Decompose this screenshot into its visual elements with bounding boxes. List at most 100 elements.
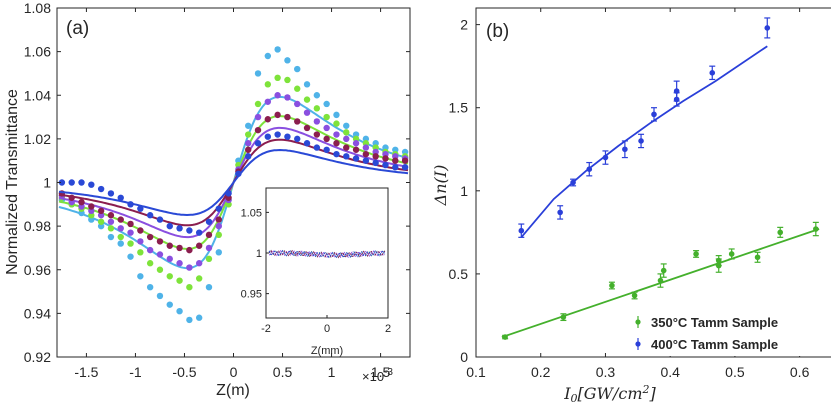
inset-ytick-label: 1.05	[241, 207, 262, 219]
curve-blue-point	[333, 150, 340, 158]
panel-b-ticks: 0.1 0.2 0.3 0.4 0.5 0.6 0 0.5 1 1.5 2	[449, 8, 810, 380]
curve-maroon-point	[274, 111, 281, 119]
curve-light-blue-point	[294, 65, 301, 73]
curve-purple-point	[117, 225, 124, 232]
legend-label-350: 350°C Tamm Sample	[651, 315, 778, 330]
curve-maroon-point	[88, 203, 95, 210]
panel-b-series	[501, 17, 820, 340]
curve-blue-point	[274, 131, 281, 138]
curve-blue-fit-line	[58, 148, 409, 217]
panel-a-ytick-label: 1.08	[24, 0, 51, 16]
curve-purple-point	[352, 140, 360, 147]
curve-blue-point	[294, 135, 301, 143]
curve-purple-point	[362, 144, 370, 151]
series-350-point	[560, 314, 567, 320]
series-400-point	[518, 227, 525, 234]
curve-purple-point	[323, 124, 330, 132]
series-350-point	[609, 282, 615, 289]
series-400-point	[570, 179, 576, 186]
series-350-point	[777, 229, 784, 236]
curve-blue-point	[97, 185, 105, 193]
panel-a-xtick-label: 0	[230, 364, 238, 380]
curve-purple-point	[107, 218, 115, 225]
series-400-point	[709, 70, 716, 76]
curve-light-blue-point	[127, 253, 134, 260]
curve-maroon-point	[401, 157, 409, 164]
panel-a-label: (a)	[66, 18, 89, 39]
curve-blue-point	[117, 194, 124, 201]
curve-purple-point	[176, 260, 183, 267]
series-350-point	[631, 292, 638, 299]
series-400-point	[586, 166, 593, 173]
curve-maroon-point	[166, 242, 173, 249]
curve-light-blue-point	[156, 292, 164, 300]
curve-maroon-point	[215, 216, 222, 223]
curve-blue-point	[156, 216, 164, 223]
curve-blue-point	[254, 140, 262, 147]
curve-green-point	[294, 85, 301, 92]
curve-green-point	[117, 233, 124, 241]
curve-blue-point	[215, 205, 222, 212]
curve-green-point	[313, 105, 321, 112]
panel-a-ytick-label: 0.92	[24, 349, 51, 365]
panel-a-ticks: -1.5 -1 -0.5 0 0.5 1 1.5 0.92 0.94 0.96 0.98 1 1.02 1…	[24, 0, 410, 380]
curve-green-point	[215, 231, 222, 239]
curve-blue-point	[186, 227, 193, 234]
panel-a-ylabel: Normalized Transmittance	[4, 89, 21, 275]
curve-maroon-point	[107, 212, 115, 219]
inset-trace	[268, 249, 386, 259]
curve-green-point	[245, 131, 252, 138]
curve-maroon-point	[146, 233, 154, 241]
series-350-point	[693, 251, 699, 257]
curve-purple-point	[333, 131, 340, 138]
curve-green-point	[146, 260, 154, 267]
inset-xtick-label: 0	[324, 323, 330, 335]
curve-purple-point	[215, 222, 222, 230]
panel-b-xtick-label: 0.2	[531, 364, 551, 380]
inset-trace-line	[268, 249, 386, 259]
series-400-point	[638, 138, 644, 144]
panel-b-legend: 350°C Tamm Sample 400°C Tamm Sample	[626, 311, 831, 356]
curve-blue-point	[107, 190, 115, 197]
curve-blue-point	[137, 205, 144, 212]
panel-b-xtick-label: 0.1	[466, 364, 486, 380]
panel-a-ytick-label: 1	[43, 175, 51, 191]
curve-light-blue-point	[195, 314, 203, 321]
curve-purple-point	[166, 255, 173, 263]
panel-a-ytick-label: 0.94	[24, 305, 51, 321]
series-350-point	[502, 334, 508, 340]
curve-light-blue-point	[107, 233, 115, 241]
panel-a: -1.5 -1 -0.5 0 0.5 1 1.5 0.92 0.94 0.96 0.98 1 1.02 1…	[4, 0, 411, 399]
panel-b-ytick-label: 1.5	[449, 100, 469, 116]
panel-a-ytick-label: 0.98	[24, 218, 51, 234]
curve-maroon-point	[195, 242, 203, 249]
curve-light-blue-point	[186, 316, 193, 324]
curve-purple-point	[264, 98, 272, 105]
panel-a-series	[58, 46, 409, 324]
curve-green-point	[127, 240, 134, 247]
inset-ticks: -2 0 2 0.95 1 1.05	[241, 207, 391, 335]
curve-green-point	[323, 113, 330, 121]
series-400-fit-line	[520, 45, 768, 238]
series-400-point	[764, 25, 771, 31]
curve-blue-point	[166, 222, 173, 230]
curve-light-blue-point	[274, 46, 281, 53]
series-400-point	[622, 146, 628, 153]
curve-purple-point	[313, 118, 321, 125]
curve-purple-point	[186, 264, 193, 271]
panel-a-xlabel: Z(m)	[216, 382, 250, 399]
panel-b-ytick-label: 2	[460, 17, 468, 33]
inset-trace-line	[268, 249, 386, 259]
curve-light-blue-point	[333, 111, 340, 119]
panel-a-xtick-label: -1.5	[74, 364, 98, 380]
panel-b-ylabel: Δn(I)	[431, 165, 450, 207]
curve-light-blue-point	[166, 301, 173, 308]
curve-purple-point	[294, 100, 301, 108]
curve-maroon-point	[186, 246, 193, 254]
curve-maroon-point	[343, 144, 350, 151]
series-400-point	[557, 209, 563, 216]
panel-b-xtick-label: 0.3	[596, 364, 616, 380]
panel-b-xtick-label: 0.4	[660, 364, 680, 380]
series-400-point	[602, 154, 609, 161]
